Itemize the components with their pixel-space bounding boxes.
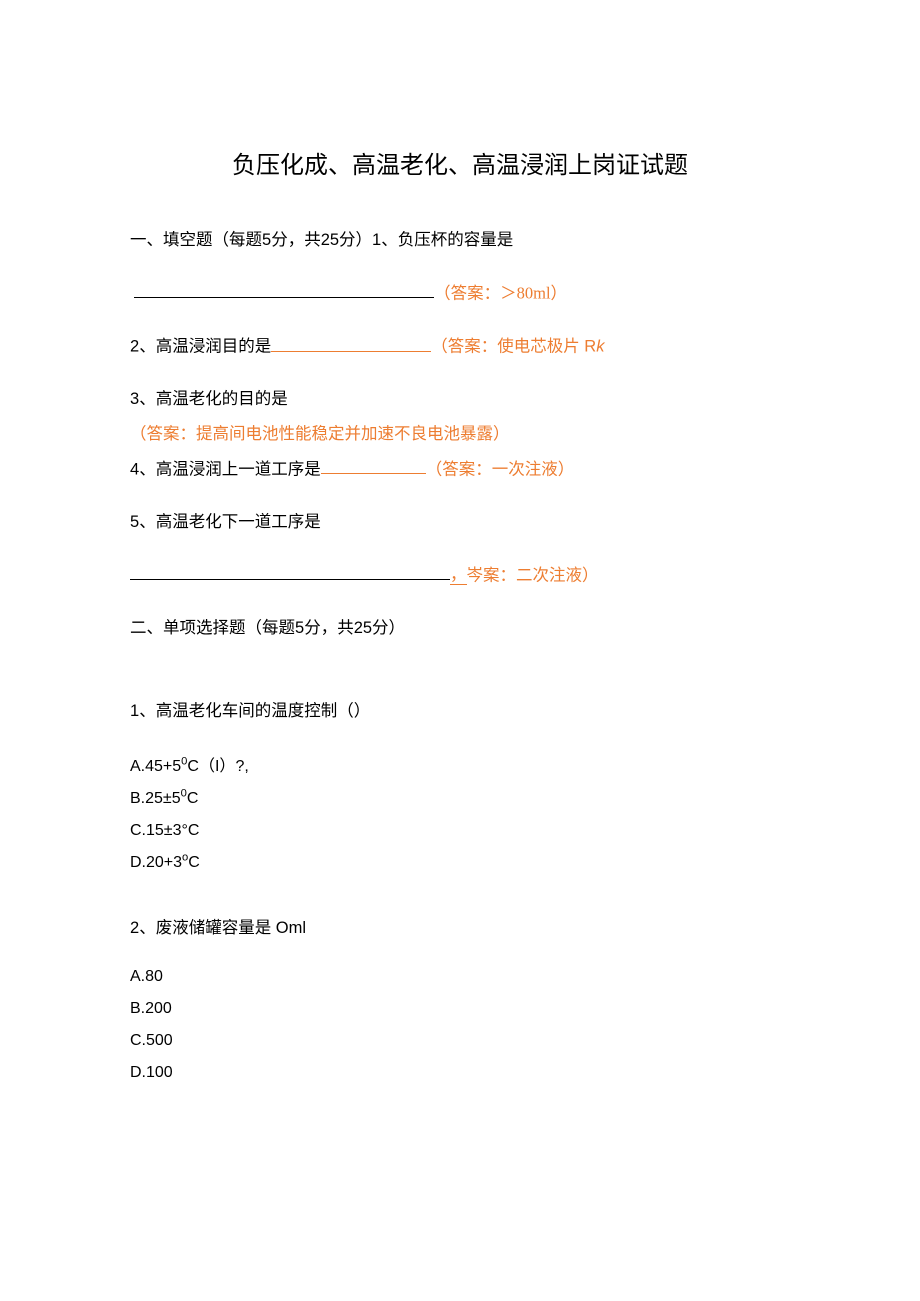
s2q1-optC: C.15±3°C [130,822,790,840]
s1-hdr-5: 5 [262,231,271,249]
s2-hdr-25: 25 [354,619,372,637]
q2-num: 2 [130,338,139,356]
s2-header-post: 分） [372,618,405,637]
q5-ans-comma: ， [450,565,467,585]
section1-q3: 3、高温老化的目的是 [130,387,790,412]
s2q2-optC: C.500 [130,1032,790,1050]
s2q1-num: 1 [130,702,139,720]
s2q1-text: 、高温老化车间的温度控制（） [139,701,370,720]
page-title: 负压化成、高温老化、高温浸润上岗证试题 [130,145,790,180]
s2q1-optA: A.45+50C（I）?, [130,752,790,776]
q3-answer: （答案：提高间电池性能稳定并加速不良电池暴露） [130,422,790,447]
q2-ans-r: R [580,338,597,356]
q5-answer: 岑案：二次注液） [467,565,599,584]
q5-num: 5 [130,513,139,531]
q1-blank [134,281,434,299]
q2-blank [271,334,431,352]
section1-q2: 2、高温浸润目的是 （答案：使电芯极片 Rk [130,334,790,359]
section2-q2: 2、废液储罐容量是 Oml [130,916,790,941]
q2-text: 、高温浸润目的是 [139,337,271,356]
q4-blank [321,457,426,475]
q3-num: 3 [130,390,139,408]
s2-header-mid: 分，共 [304,618,354,637]
s2q2-optD: D.100 [130,1064,790,1082]
q2-ans-k: k [596,338,604,356]
section2-q1: 1、高温老化车间的温度控制（） [130,699,790,724]
s2-header-pre: 二、单项选择题（每题 [130,618,295,637]
s1-header-post: 分） [339,230,372,249]
q1-num: 1 [372,231,381,249]
s2q1-optB: B.25±50C [130,790,790,808]
q4-num: 4 [130,460,139,478]
s1-header-mid: 分，共 [271,230,321,249]
q3-text: 、高温老化的目的是 [139,389,288,408]
q2-ans-pre: （答案：使电芯极片 [431,337,580,356]
s2q2-unit: Oml [271,919,306,937]
section2-header: 二、单项选择题（每题5分，共25分） [130,616,790,641]
q5-text: 、高温老化下一道工序是 [139,512,321,531]
q4-answer: （答案：一次注液） [426,459,575,478]
s1-hdr-25: 25 [321,231,339,249]
q5-answer-line: ，岑案：二次注液） [130,563,790,588]
section1-q5: 5、高温老化下一道工序是 [130,510,790,535]
s2q2-optA: A.80 [130,968,790,986]
s1-header-pre: 一、填空题（每题 [130,230,262,249]
q1-text: 、负压杯的容量是 [381,230,513,249]
section1-q4: 4、高温浸润上一道工序是 （答案：一次注液） [130,457,790,482]
q5-blank [130,563,450,581]
q1-answer: （答案：＞80ml） [434,283,567,302]
section1-q1: 一、填空题（每题5分，共25分）1、负压杯的容量是 [130,228,790,253]
q1-answer-line: （答案：＞80ml） [130,281,790,306]
s2-hdr-5: 5 [295,619,304,637]
s2q2-text: 、废液储罐容量是 [139,918,271,937]
q4-text: 、高温浸润上一道工序是 [139,459,321,478]
s2q1-optD: D.20+3oC [130,854,790,872]
s2q2-optB: B.200 [130,1000,790,1018]
s2q2-num: 2 [130,919,139,937]
